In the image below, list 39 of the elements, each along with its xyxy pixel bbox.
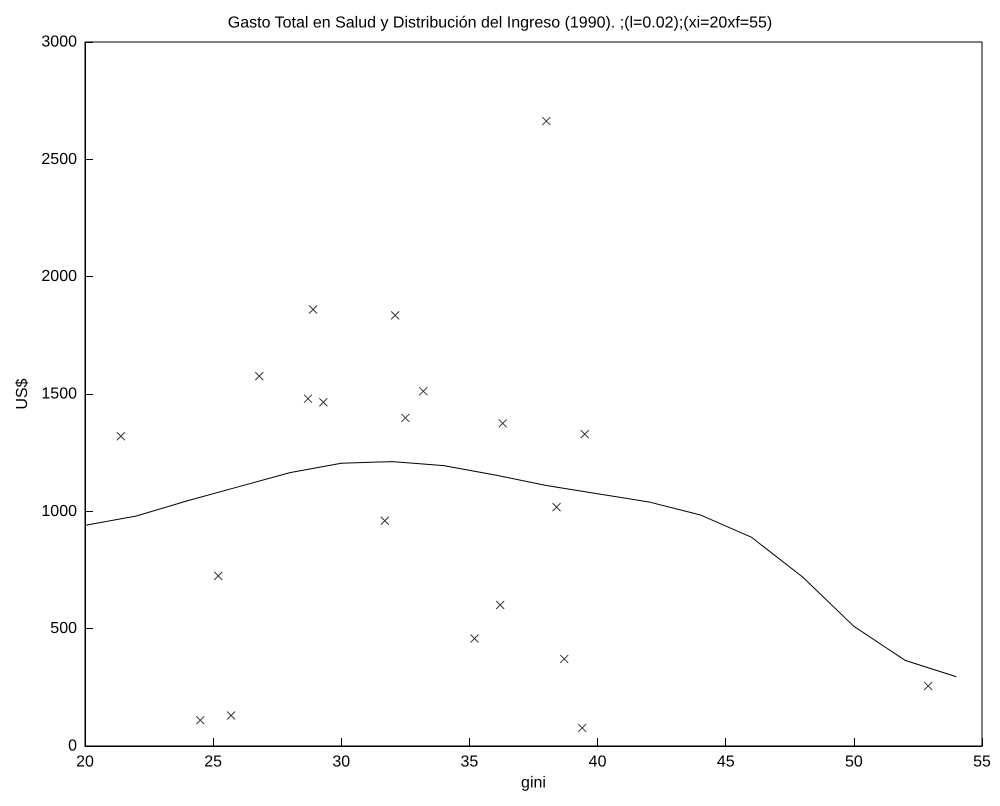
point: [470, 634, 480, 644]
x-tick-label: 25: [204, 754, 222, 770]
y-tick-label: 500: [50, 620, 78, 638]
point: [578, 723, 587, 732]
point: [390, 310, 400, 320]
point: [318, 398, 328, 407]
y-tick-label: 1500: [41, 386, 78, 402]
x-axis-title: gini: [521, 774, 546, 792]
point: [580, 430, 590, 439]
point: [214, 571, 223, 580]
point: [542, 116, 551, 126]
y-tick-label: 0: [68, 738, 78, 754]
point: [303, 394, 312, 404]
point: [496, 600, 505, 610]
point: [226, 710, 236, 720]
x-tick-label: 30: [332, 754, 350, 770]
point: [924, 681, 933, 690]
point: [552, 502, 562, 512]
x-tick-label: 55: [973, 754, 991, 770]
point: [196, 716, 205, 725]
y-axis-title: US$: [14, 378, 32, 410]
x-tick-label: 50: [844, 754, 863, 770]
point: [418, 386, 428, 396]
chart-title: Gasto Total en Salud y Distribución del Ingreso (1990). ;(l=0.02);(xi=20xf=55): [228, 14, 772, 32]
y-tick-label: 2000: [41, 268, 78, 286]
x-tick-label: 20: [76, 754, 94, 770]
point: [254, 372, 264, 381]
x-tick-label: 40: [588, 754, 607, 770]
point: [498, 418, 508, 428]
point: [116, 432, 126, 441]
y-tick-label: 3000: [41, 34, 78, 50]
point: [560, 654, 569, 664]
x-tick-label: 45: [716, 754, 735, 770]
x-tick-label: 35: [460, 754, 478, 770]
y-tick-label: 1000: [41, 502, 78, 520]
point: [380, 516, 390, 526]
point: [308, 305, 318, 314]
y-tick-label: 2500: [41, 150, 78, 168]
point: [400, 413, 410, 422]
